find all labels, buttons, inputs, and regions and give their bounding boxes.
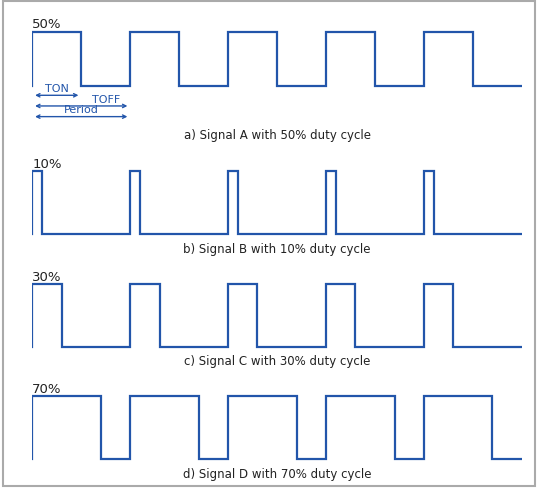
Text: 50%: 50% [32,19,62,31]
Text: TON: TON [45,84,69,94]
Text: b) Signal B with 10% duty cycle: b) Signal B with 10% duty cycle [183,242,371,255]
Text: 10%: 10% [32,158,62,171]
Text: d) Signal D with 70% duty cycle: d) Signal D with 70% duty cycle [183,467,371,480]
Text: TOFF: TOFF [91,95,120,104]
Text: c) Signal C with 30% duty cycle: c) Signal C with 30% duty cycle [184,354,370,367]
Text: 70%: 70% [32,383,62,395]
Text: a) Signal A with 50% duty cycle: a) Signal A with 50% duty cycle [183,129,371,142]
Text: Period: Period [64,105,98,115]
Text: 30%: 30% [32,270,62,283]
